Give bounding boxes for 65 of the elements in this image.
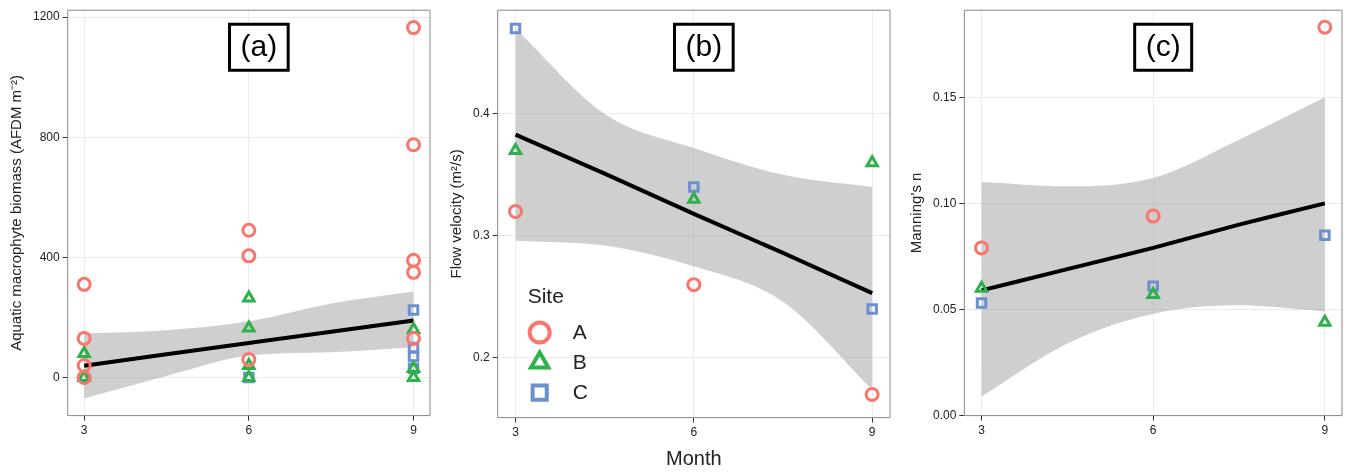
- x-tick-label: 9: [410, 423, 418, 438]
- point: [688, 181, 700, 193]
- point: [406, 264, 422, 280]
- point: [241, 248, 257, 264]
- y-axis-title: Manning’s n: [907, 172, 925, 254]
- point: [1317, 19, 1333, 35]
- y-tick-label: 0.3: [472, 228, 490, 243]
- x-tick-label: 6: [690, 425, 698, 440]
- point: [686, 277, 702, 293]
- point: [406, 137, 422, 153]
- point: [241, 351, 257, 367]
- point: [242, 290, 256, 303]
- y-tick-label: 0.05: [933, 301, 957, 316]
- y-tick-label: 400: [39, 249, 61, 264]
- y-tick-label: 0.15: [933, 89, 957, 104]
- y-tick-label: 0: [53, 369, 61, 384]
- point: [866, 303, 878, 315]
- point: [76, 330, 92, 346]
- point: [687, 191, 701, 204]
- point: [76, 357, 92, 373]
- point: [975, 297, 988, 309]
- point: [864, 386, 880, 402]
- point: [406, 252, 422, 268]
- x-tick-label: 3: [80, 423, 88, 438]
- legend-label: C: [572, 380, 588, 404]
- y-axis-title: Flow velocity (m²/s): [447, 149, 465, 279]
- x-tick-label: 6: [1149, 423, 1157, 438]
- annotation: (a): [240, 29, 278, 63]
- point: [1145, 208, 1161, 224]
- point: [1318, 314, 1332, 327]
- annotation: (b): [685, 29, 723, 63]
- legend-label: B: [572, 350, 587, 374]
- legend-title: Site: [527, 284, 564, 308]
- point: [407, 350, 420, 363]
- y-tick-label: 0.2: [472, 350, 490, 365]
- y-tick-label: 1200: [32, 9, 61, 24]
- point: [509, 22, 522, 35]
- point: [508, 203, 524, 219]
- point: [406, 20, 422, 36]
- point: [407, 304, 420, 316]
- point: [974, 280, 989, 293]
- point: [406, 369, 421, 382]
- x-tick-label: 6: [245, 423, 253, 438]
- point: [242, 320, 256, 333]
- x-axis-title: Month: [666, 446, 722, 469]
- annotation: (c): [1145, 29, 1181, 63]
- point: [77, 345, 91, 358]
- y-axis-title: Aquatic macrophyte biomass (AFDM m⁻²): [7, 74, 25, 351]
- point: [241, 222, 257, 238]
- y-tick-label: 0.00: [933, 407, 957, 422]
- point: [1146, 287, 1160, 300]
- point: [865, 155, 879, 168]
- legend-label: A: [572, 320, 587, 344]
- y-tick-label: 0.10: [933, 195, 957, 210]
- y-tick-label: 800: [39, 129, 61, 144]
- y-tick-label: 0.4: [472, 106, 490, 121]
- x-tick-label: 9: [868, 425, 876, 440]
- point: [508, 142, 523, 155]
- x-tick-label: 3: [978, 423, 986, 438]
- point: [974, 240, 990, 256]
- x-tick-label: 3: [512, 425, 520, 440]
- x-tick-label: 9: [1321, 423, 1329, 438]
- point: [406, 330, 422, 346]
- point: [76, 276, 92, 292]
- point: [1319, 229, 1331, 241]
